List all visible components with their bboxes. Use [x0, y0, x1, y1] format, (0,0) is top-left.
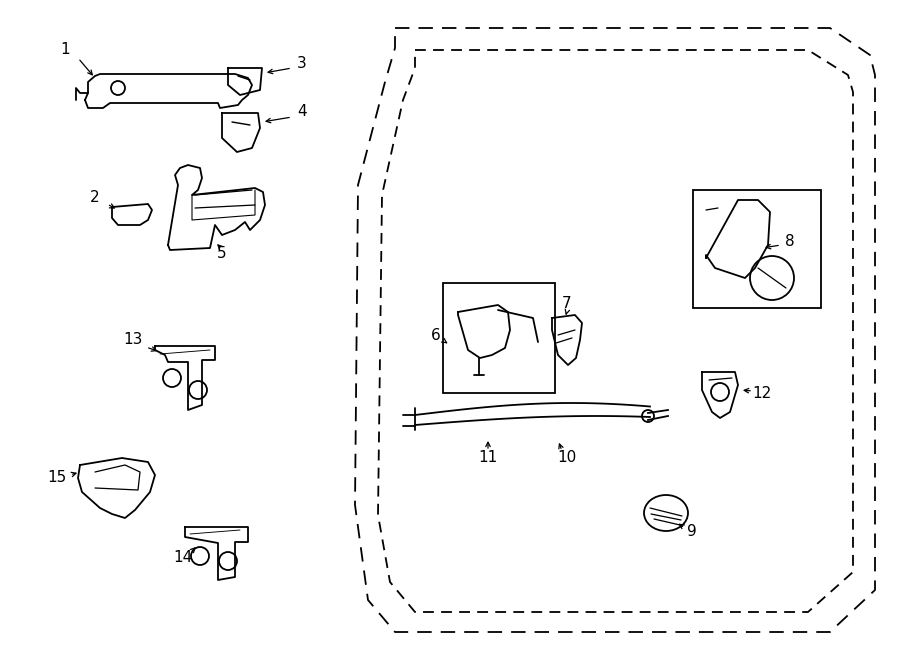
- Text: 7: 7: [562, 295, 572, 311]
- Text: 10: 10: [557, 451, 577, 465]
- Text: 12: 12: [752, 385, 771, 401]
- Text: 11: 11: [479, 451, 498, 465]
- Text: 13: 13: [123, 332, 143, 348]
- Text: 1: 1: [60, 42, 70, 58]
- Text: 8: 8: [785, 235, 795, 249]
- Text: 6: 6: [431, 327, 441, 342]
- Bar: [443, 283, 555, 393]
- Text: 9: 9: [687, 524, 697, 539]
- Text: 2: 2: [90, 190, 100, 206]
- Text: 4: 4: [297, 104, 307, 120]
- Bar: [693, 190, 821, 308]
- Text: 15: 15: [48, 469, 67, 485]
- Text: 5: 5: [217, 245, 227, 260]
- Text: 3: 3: [297, 56, 307, 71]
- Text: 14: 14: [174, 549, 193, 564]
